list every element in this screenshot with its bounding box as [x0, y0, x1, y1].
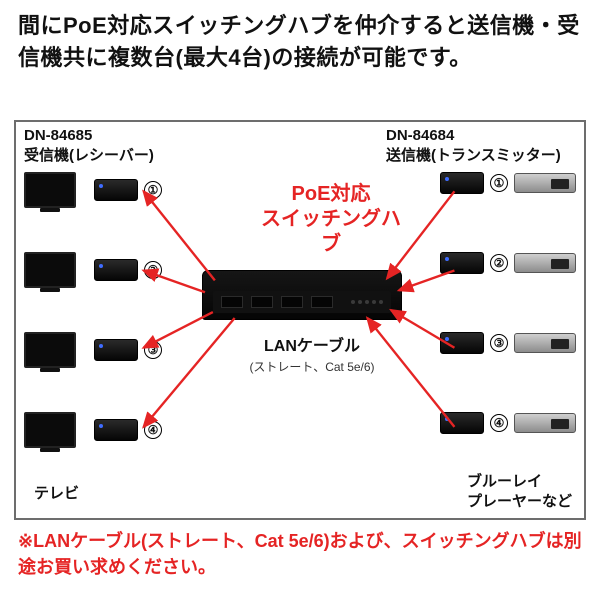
tv-icon — [24, 172, 76, 208]
hub-title: PoE対応 スイッチングハブ — [256, 182, 406, 257]
lan-label: LANケーブル (ストレート、Cat 5e/6) — [242, 332, 382, 375]
receiver-box-icon — [94, 179, 138, 201]
rx-num-1: ① — [144, 181, 162, 199]
hub-port — [281, 296, 303, 308]
player-icon — [514, 413, 576, 433]
receiver-model: DN-84685 — [24, 126, 154, 146]
tv-icon — [24, 412, 76, 448]
tx-row-1: ① — [440, 172, 576, 194]
tx-num-4: ④ — [490, 414, 508, 432]
hub-port — [311, 296, 333, 308]
transmitter-heading: DN-84684 送信機(トランスミッター) — [386, 126, 561, 165]
intro-text: 間にPoE対応スイッチングハブを仲介すると送信機・受信機共に複数台(最大4台)の… — [0, 0, 600, 80]
player-icon — [514, 173, 576, 193]
player-label: ブルーレイ プレーヤーなど — [467, 472, 572, 511]
receiver-box-icon — [94, 259, 138, 281]
tx-num-3: ③ — [490, 334, 508, 352]
rx-row-4: ④ — [24, 412, 162, 448]
rx-num-2: ② — [144, 261, 162, 279]
player-label-l2: プレーヤーなど — [467, 493, 572, 510]
tv-icon — [24, 252, 76, 288]
tx-num-1: ① — [490, 174, 508, 192]
hub-port — [251, 296, 273, 308]
tx-row-2: ② — [440, 252, 576, 274]
hub-title-l1: PoE対応 — [292, 183, 371, 205]
transmitter-box-icon — [440, 252, 484, 274]
receiver-sub: 受信機(レシーバー) — [24, 146, 154, 166]
rx-row-2: ② — [24, 252, 162, 288]
transmitter-model: DN-84684 — [386, 126, 561, 146]
transmitter-sub: 送信機(トランスミッター) — [386, 146, 561, 166]
transmitter-box-icon — [440, 332, 484, 354]
receiver-box-icon — [94, 419, 138, 441]
footnote: ※LANケーブル(ストレート、Cat 5e/6)および、スイッチングハブは別途お… — [14, 528, 586, 580]
lan-note: (ストレート、Cat 5e/6) — [242, 358, 382, 375]
receiver-box-icon — [94, 339, 138, 361]
transmitter-box-icon — [440, 412, 484, 434]
lan-main: LANケーブル — [242, 332, 382, 356]
player-icon — [514, 333, 576, 353]
rx-row-3: ③ — [24, 332, 162, 368]
player-icon — [514, 253, 576, 273]
diagram-frame: DN-84685 受信機(レシーバー) DN-84684 送信機(トランスミッタ… — [14, 120, 586, 520]
hub-face — [213, 291, 391, 313]
rx-num-4: ④ — [144, 421, 162, 439]
tx-num-2: ② — [490, 254, 508, 272]
transmitter-box-icon — [440, 172, 484, 194]
rx-row-1: ① — [24, 172, 162, 208]
hub-port — [221, 296, 243, 308]
hub-title-l2: スイッチングハブ — [261, 208, 401, 255]
rx-num-3: ③ — [144, 341, 162, 359]
tx-row-3: ③ — [440, 332, 576, 354]
tv-label: テレビ — [34, 482, 79, 503]
receiver-heading: DN-84685 受信機(レシーバー) — [24, 126, 154, 165]
tx-row-4: ④ — [440, 412, 576, 434]
switching-hub — [202, 270, 402, 320]
hub-leds — [351, 300, 383, 304]
player-label-l1: ブルーレイ — [467, 473, 542, 490]
tv-icon — [24, 332, 76, 368]
